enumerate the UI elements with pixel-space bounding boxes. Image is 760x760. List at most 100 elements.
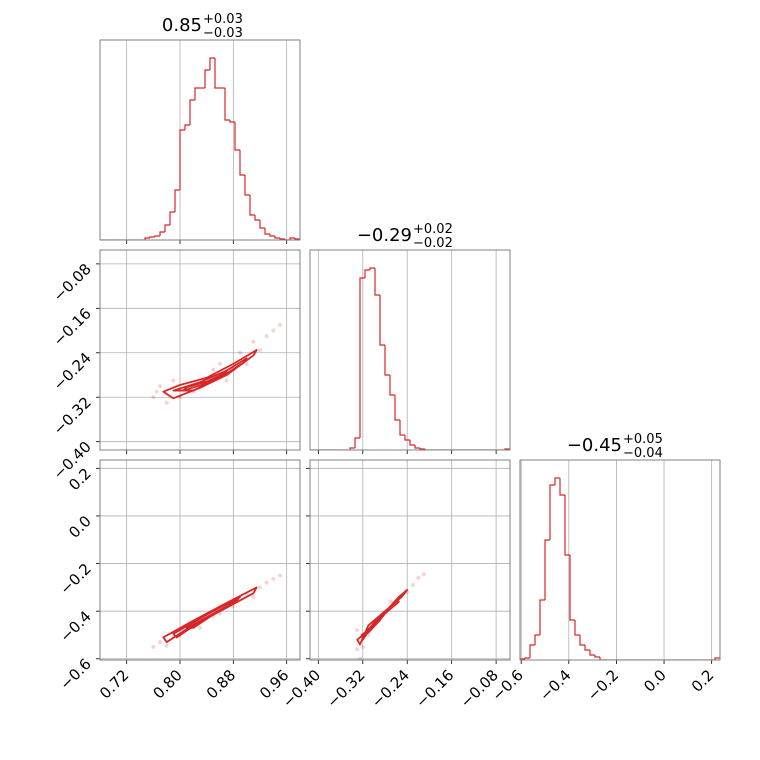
contour — [162, 349, 258, 400]
contour — [182, 371, 228, 392]
panel — [100, 460, 300, 660]
contour — [362, 612, 386, 636]
hist-bin — [579, 635, 585, 646]
x-tick-label: 0.72 — [96, 666, 132, 702]
contour — [162, 586, 258, 644]
hist-bin — [174, 189, 180, 212]
title-lower: −0.03 — [203, 26, 243, 41]
sample-point — [416, 575, 421, 580]
y-tick-label: −0.4 — [56, 607, 94, 645]
hist-bin — [349, 447, 355, 450]
hist-bin — [269, 234, 275, 237]
hist-bin — [164, 224, 170, 232]
x-tick-label: −0.2 — [584, 666, 622, 704]
hist-bin — [224, 88, 230, 121]
sample-point — [224, 378, 229, 383]
hist-bin — [404, 435, 410, 441]
hist-bin — [424, 449, 430, 450]
x-tick-label: 0.88 — [203, 666, 239, 702]
contour — [172, 357, 248, 392]
hist-bin — [159, 231, 165, 236]
x-tick-label: −0.32 — [323, 666, 368, 711]
hist-bin — [284, 239, 290, 240]
sample-point — [355, 647, 360, 652]
hist-bin — [559, 478, 565, 496]
hist-bin — [354, 437, 360, 448]
title-upper: +0.05 — [623, 432, 663, 447]
panel-frame — [519, 459, 721, 661]
hist-bin — [229, 120, 235, 123]
sample-point — [388, 599, 393, 604]
sample-point — [211, 367, 216, 372]
hist-bin — [144, 237, 150, 240]
title-value: −0.45 — [567, 435, 622, 456]
sample-point — [151, 395, 156, 400]
hist-bin — [234, 122, 240, 151]
hist-bin — [409, 440, 415, 446]
sample-point — [421, 572, 426, 577]
hist-bin — [574, 620, 580, 636]
panel-frame — [99, 39, 301, 241]
title-lower: −0.04 — [623, 446, 663, 461]
panel — [100, 40, 300, 240]
hist-bin — [534, 634, 540, 645]
hist-bin — [204, 69, 210, 88]
hist-bin — [364, 269, 370, 278]
sample-point — [244, 361, 249, 366]
x-tick-label: −0.4 — [536, 666, 574, 704]
y-tick-label: −0.24 — [50, 349, 95, 394]
hist-bin — [520, 658, 525, 660]
hist-bin — [539, 599, 545, 635]
panel-frame — [309, 459, 511, 661]
title-upper: +0.03 — [203, 12, 243, 27]
hist-bin — [524, 657, 530, 659]
sample-point — [271, 577, 276, 582]
y-tick-label: −0.2 — [56, 560, 94, 598]
sample-point — [278, 573, 282, 578]
hist-bin — [399, 420, 405, 436]
panel — [310, 460, 510, 660]
hist-bin — [179, 129, 185, 190]
sample-point — [158, 640, 162, 645]
hist-bin — [254, 215, 260, 221]
panel-frame — [99, 459, 301, 661]
sample-point — [264, 334, 269, 339]
sample-point — [164, 643, 169, 648]
panel-frame — [309, 249, 511, 451]
contour — [356, 588, 409, 646]
sample-point — [258, 348, 262, 352]
sample-point — [151, 644, 156, 649]
sample-point — [271, 328, 276, 333]
hist-bin — [244, 175, 250, 196]
hist-bin — [209, 57, 215, 70]
title-lower: −0.02 — [413, 236, 453, 251]
sample-point — [278, 323, 282, 327]
hist-bin — [249, 195, 255, 216]
hist-bin — [154, 235, 160, 237]
hist-bin — [549, 484, 555, 540]
hist-bin — [369, 267, 375, 270]
hist-bin — [264, 228, 270, 235]
hist-bin — [169, 211, 175, 225]
y-tick-label: −0.16 — [50, 304, 95, 349]
sample-point — [171, 378, 176, 383]
sample-point — [198, 625, 202, 630]
contour — [172, 596, 241, 639]
sample-point — [251, 594, 256, 599]
hist-bin — [289, 237, 295, 240]
panel — [310, 250, 510, 450]
panel — [520, 460, 720, 660]
x-tick-label: 0.0 — [640, 666, 670, 696]
sample-point — [258, 585, 262, 590]
title-value: −0.29 — [357, 225, 412, 246]
x-tick-label: −0.16 — [412, 666, 457, 711]
hist-bin — [359, 277, 365, 438]
panel — [100, 250, 300, 450]
sample-point — [410, 583, 415, 587]
hist-bin — [384, 345, 390, 376]
sample-point — [360, 644, 365, 649]
hist-bin — [419, 448, 425, 450]
hist-bin — [184, 124, 190, 130]
hist-bin — [374, 268, 380, 296]
